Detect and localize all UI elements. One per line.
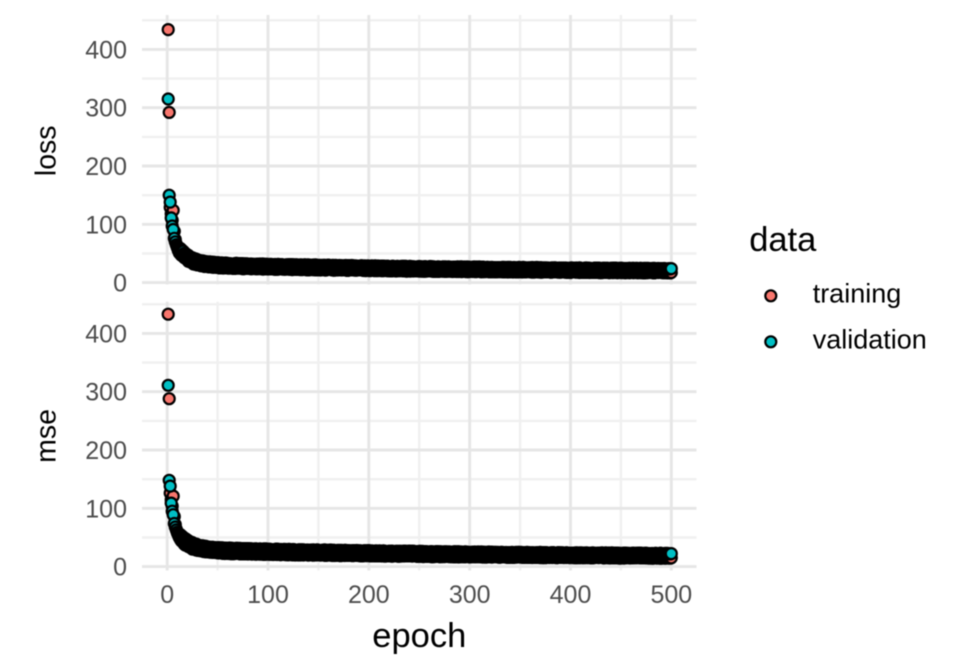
svg-text:0: 0 [160, 581, 174, 609]
svg-text:100: 100 [247, 581, 289, 609]
svg-text:300: 300 [85, 95, 127, 123]
svg-text:mse: mse [30, 409, 62, 463]
svg-text:100: 100 [85, 495, 127, 523]
svg-text:300: 300 [449, 581, 491, 609]
svg-text:500: 500 [650, 581, 692, 609]
svg-text:200: 200 [85, 153, 127, 181]
svg-text:100: 100 [85, 211, 127, 239]
svg-text:400: 400 [85, 36, 127, 64]
svg-text:training: training [813, 279, 902, 309]
svg-text:400: 400 [85, 320, 127, 348]
svg-text:400: 400 [550, 581, 592, 609]
svg-text:validation: validation [813, 325, 927, 355]
svg-text:0: 0 [113, 554, 127, 582]
svg-text:data: data [749, 221, 817, 259]
svg-text:300: 300 [85, 379, 127, 407]
svg-text:200: 200 [348, 581, 390, 609]
svg-text:0: 0 [113, 270, 127, 298]
svg-text:epoch: epoch [372, 617, 466, 655]
svg-text:200: 200 [85, 437, 127, 465]
svg-text:loss: loss [30, 125, 62, 176]
